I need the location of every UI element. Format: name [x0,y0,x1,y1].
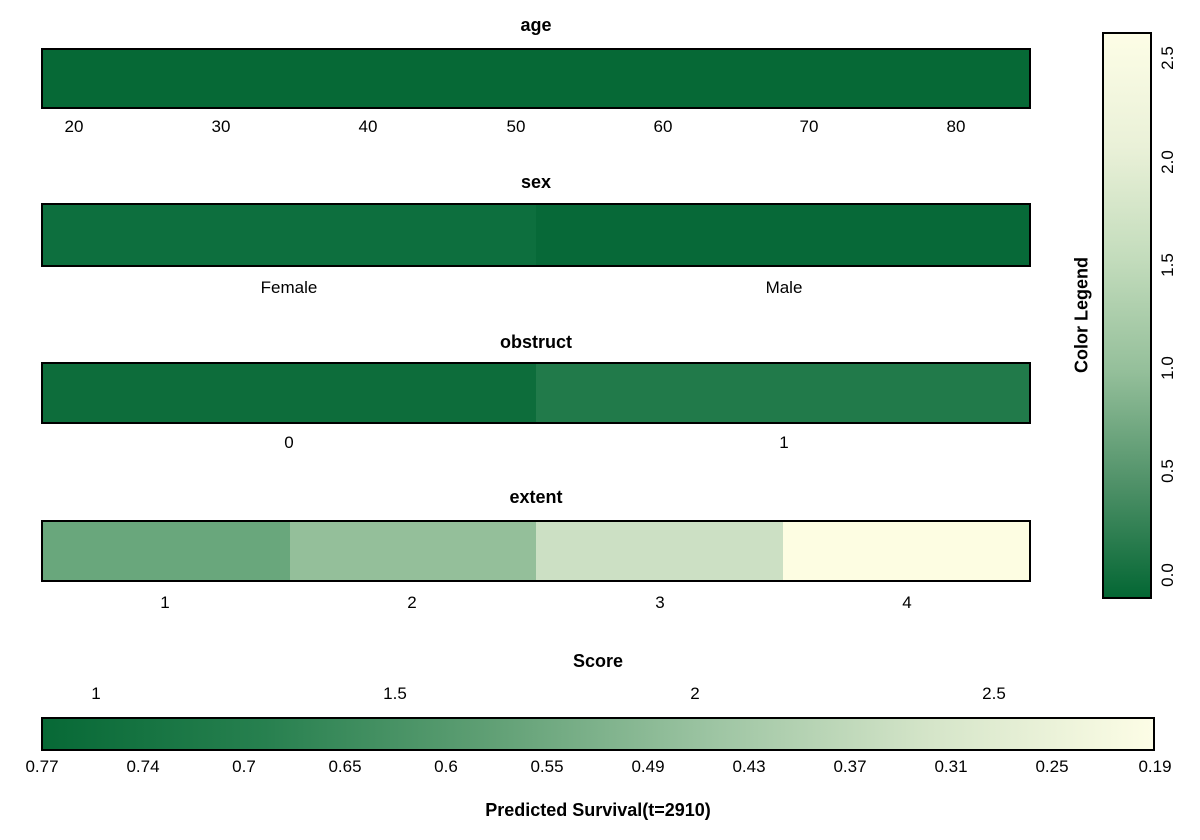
age-tick: 80 [946,117,966,136]
survival-tick: 0.31 [934,757,968,776]
legend-tick: 2.5 [1158,46,1177,70]
sex-bar-female-segment [43,205,536,265]
extent-panel-title: extent [509,487,563,507]
survival-tick: 0.37 [833,757,867,776]
legend-tick: 0.0 [1158,563,1177,587]
age-tick: 70 [799,117,819,136]
age-tick: 60 [653,117,673,136]
extent-label-2: 2 [407,593,417,612]
age-tick: 50 [506,117,526,136]
sex-panel-title: sex [520,172,552,192]
survival-tick: 0.77 [25,757,59,776]
obstruct-bar [41,362,1031,424]
score-tick: 1 [91,684,101,703]
legend-tick: 0.5 [1158,459,1177,483]
survival-tick: 0.49 [631,757,665,776]
extent-bar-2-segment [289,522,536,580]
color-legend-bar [1102,32,1152,599]
extent-bar-4-segment [782,522,1029,580]
extent-label-3: 3 [655,593,665,612]
score-gradient-bar [41,717,1155,751]
score-title: Score [572,651,624,671]
age-panel-title: age [520,15,552,35]
extent-label-1: 1 [160,593,170,612]
extent-bar-1-segment [43,522,290,580]
obstruct-label-0: 0 [284,433,294,452]
obstruct-panel-title: obstruct [500,332,572,352]
color-legend-title: Color Legend [1071,257,1092,373]
age-tick: 40 [358,117,378,136]
obstruct-label-1: 1 [779,433,789,452]
survival-tick: 0.6 [434,757,458,776]
legend-tick: 2.0 [1158,150,1177,174]
obstruct-bar-0-segment [43,364,536,422]
survival-tick: 0.55 [530,757,564,776]
sex-bar [41,203,1031,267]
survival-tick: 0.19 [1138,757,1172,776]
survival-tick: 0.7 [232,757,256,776]
extent-bar-3-segment [536,522,783,580]
age-bar-fill [43,50,1029,107]
score-tick: 1.5 [383,684,407,703]
survival-tick: 0.25 [1035,757,1069,776]
obstruct-bar-1-segment [536,364,1029,422]
sex-bar-male-segment [536,205,1029,265]
sex-label-female: Female [260,278,318,297]
age-bar [41,48,1031,109]
legend-tick: 1.0 [1158,356,1177,380]
score-tick: 2 [690,684,700,703]
legend-tick: 1.5 [1158,253,1177,277]
extent-bar [41,520,1031,582]
age-tick: 30 [211,117,231,136]
score-tick: 2.5 [982,684,1006,703]
survival-axis-label: Predicted Survival(t=2910) [485,800,711,820]
age-tick: 20 [64,117,84,136]
survival-tick: 0.65 [328,757,362,776]
extent-label-4: 4 [902,593,912,612]
survival-tick: 0.74 [126,757,160,776]
survival-tick: 0.43 [732,757,766,776]
sex-label-male: Male [765,278,803,297]
